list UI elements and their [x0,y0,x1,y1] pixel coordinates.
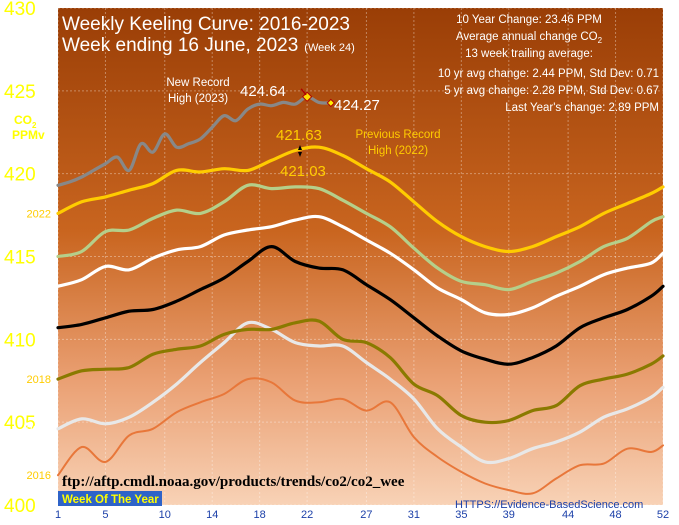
record-high-marker [301,91,313,103]
x-tick-label-35: 35 [455,509,467,521]
chart-title: Weekly Keeling Curve: 2016-2023 [62,14,350,35]
tick-labels: 400 405 410 415 420 425 430 1 5 10 14 18 22 27 31 35 39 4… [4,0,669,521]
stats-block-right: 10 yr avg change: 2.44 PPM, Std Dev: 0.7… [438,68,659,114]
annotation-last-year-value: 421.03 [280,163,326,180]
x-tick-label-44: 44 [562,509,574,521]
x-tick-label-14: 14 [206,509,218,521]
current-value-marker [326,98,336,108]
x-axis-label-box [58,491,162,506]
series-line-2019 [56,245,665,366]
stat-avg-annual: Average annual change CO2 [456,31,603,45]
year-label-2018: 2018 [27,374,51,386]
x-axis-label: Week Of The Year [62,494,159,506]
website: HTTPS://Evidence-BasedScience.com [455,499,643,511]
x-tick-label-18: 18 [254,509,266,521]
series-line-2023 [56,95,333,187]
x-tick-label-27: 27 [360,509,372,521]
y-tick-label-415: 415 [4,248,36,269]
annotation-prev-record-value: 421.63 [276,127,322,144]
x-tick-label-48: 48 [609,509,621,521]
year-label-2023: 2023 [27,180,51,192]
y-tick-label-425: 425 [4,82,36,103]
series-line-2017 [56,320,665,465]
year-label-2017: 2017 [27,424,51,436]
x-tick-label-22: 22 [301,509,313,521]
y-tick-label-430: 430 [4,0,36,20]
stat-five-yr: 5 yr avg change: 2.28 PPM, Std Dev: 0.67 [444,85,659,97]
x-tick-label-39: 39 [503,509,515,521]
x-tick-label-10: 10 [159,509,171,521]
record-high-pointer [300,88,307,96]
stat-trailing: 13 week trailing average: [465,48,593,60]
series-line-2022 [56,145,665,254]
x-tick-label-52: 52 [657,509,669,521]
source-url: ftp://aftp.cmdl.noaa.gov/products/trends… [62,474,405,490]
annotation-prev-record-line1: Previous Record [355,129,440,141]
stat-ten-yr: 10 yr avg change: 2.44 PPM, Std Dev: 0.7… [438,68,659,80]
series-line-2020 [56,214,665,317]
prev-record-arrow [298,145,302,150]
stat-ten-year-change: 10 Year Change: 23.46 PPM [456,14,602,26]
series-line-2016 [57,377,664,495]
series-line-2018 [56,318,665,425]
annotation-new-record-line2: High (2023) [168,93,228,105]
x-tick-label-5: 5 [102,509,108,521]
stat-last-year: Last Year's change: 2.89 PPM [505,102,659,114]
year-label-2016: 2016 [27,470,51,482]
chart-subtitle: Week ending 16 June, 2023 (Week 24) [62,35,355,56]
y-tick-label-405: 405 [4,413,36,434]
year-label-2020: 2020 [27,281,51,293]
year-label-2022: 2022 [27,208,51,220]
last-year-arrow [298,152,302,157]
annotation-prev-record-line2: High (2022) [368,145,428,157]
stats-block: 10 Year Change: 23.46 PPM Average annual… [456,14,603,60]
x-tick-label-31: 31 [408,509,420,521]
series-line-2021 [56,183,665,292]
series-group [56,88,665,495]
y-tick-label-410: 410 [4,330,36,351]
year-labels: 2023 2022 2020 2018 2017 2016 [27,180,51,482]
annotation-current-value: 424.27 [334,97,380,114]
annotation-new-record-line1: New Record [166,77,229,89]
x-tick-label-1: 1 [55,509,61,521]
y-tick-label-420: 420 [4,165,36,186]
y-axis-label-co2: CO2 [14,113,37,130]
y-tick-label-400: 400 [4,496,36,517]
annotation-new-record-value: 424.64 [240,83,286,100]
y-axis-label-ppmv: PPMv [12,128,45,142]
